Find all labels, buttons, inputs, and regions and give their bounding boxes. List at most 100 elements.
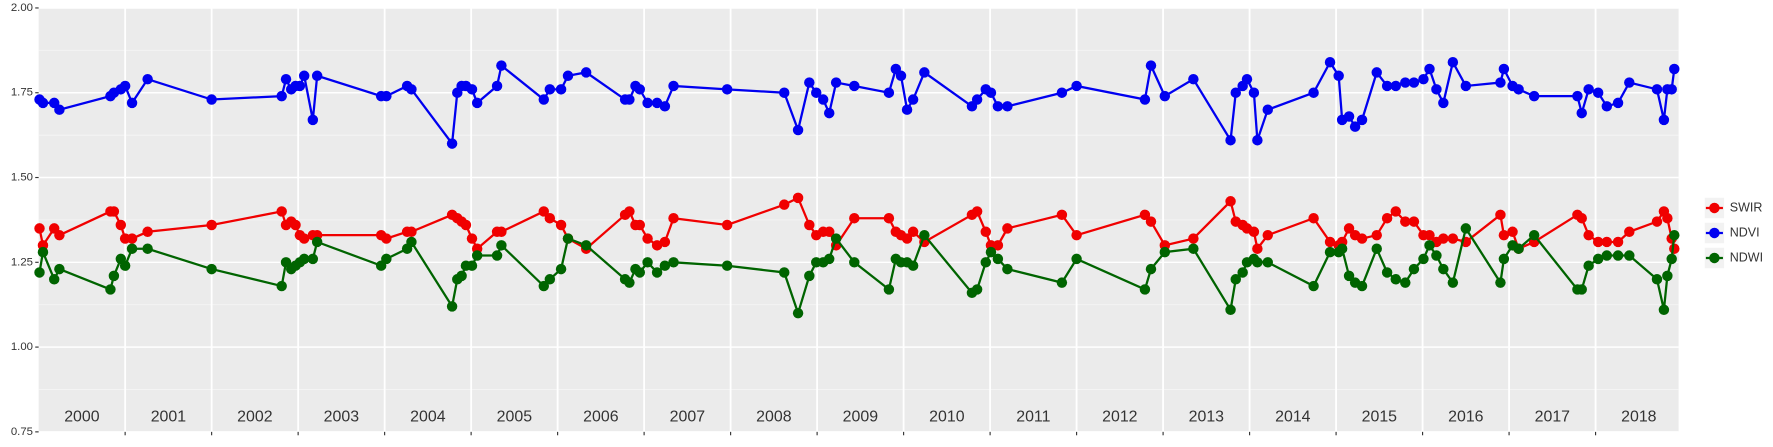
point	[456, 270, 467, 282]
point	[1308, 212, 1319, 224]
y-tick-label: 1.25	[11, 256, 33, 268]
point	[1576, 284, 1587, 295]
point	[1507, 226, 1518, 238]
point	[1447, 233, 1459, 244]
point	[1601, 101, 1613, 112]
legend-label: NDWI	[1730, 250, 1763, 264]
point	[466, 84, 478, 95]
point	[907, 226, 919, 238]
point	[971, 94, 983, 105]
point	[1237, 267, 1248, 278]
point	[466, 260, 478, 271]
year-label: 2016	[1448, 408, 1484, 425]
point	[1145, 216, 1157, 227]
year-label: 2007	[670, 408, 706, 425]
point	[311, 236, 323, 248]
point	[1424, 63, 1435, 75]
point	[883, 284, 895, 295]
point	[1390, 80, 1401, 92]
point	[634, 84, 646, 95]
point	[668, 212, 679, 224]
point	[1400, 277, 1411, 288]
point	[1139, 94, 1151, 105]
point	[406, 226, 417, 238]
point	[1248, 226, 1260, 238]
point	[1624, 77, 1635, 88]
point	[1056, 209, 1068, 221]
point	[883, 212, 895, 224]
point	[804, 219, 815, 231]
point	[538, 206, 550, 217]
point	[1666, 253, 1677, 265]
point	[1225, 196, 1236, 207]
point	[1381, 212, 1393, 224]
year-label: 2011	[1016, 408, 1050, 425]
point	[1324, 246, 1336, 258]
point	[642, 257, 653, 268]
point	[651, 240, 663, 251]
point	[1513, 243, 1524, 254]
point	[544, 274, 556, 285]
year-label: 2004	[410, 408, 446, 425]
point	[34, 223, 45, 234]
point	[119, 260, 131, 271]
point	[634, 219, 646, 231]
point	[883, 87, 895, 98]
point	[538, 94, 550, 105]
point	[624, 277, 635, 288]
point	[298, 233, 310, 244]
point	[992, 240, 1004, 251]
point	[1612, 236, 1624, 248]
point	[471, 97, 483, 109]
point	[496, 60, 507, 71]
point	[907, 260, 919, 271]
point	[1651, 84, 1663, 95]
point	[992, 101, 1004, 112]
point	[1576, 107, 1587, 119]
point	[1583, 229, 1594, 241]
year-label: 2013	[1189, 408, 1225, 425]
point	[642, 233, 653, 244]
point	[1225, 304, 1236, 316]
point	[119, 80, 131, 92]
year-label: 2018	[1621, 408, 1657, 425]
point	[1513, 84, 1524, 95]
point	[1495, 277, 1506, 288]
point	[1495, 209, 1506, 221]
point	[34, 267, 45, 278]
point	[792, 124, 804, 136]
point	[1252, 243, 1263, 254]
point	[1662, 212, 1673, 224]
point	[126, 233, 138, 244]
point	[1188, 243, 1199, 254]
y-tick-label: 1.75	[11, 87, 33, 99]
point	[446, 138, 458, 149]
point	[206, 94, 217, 105]
point	[1651, 274, 1663, 285]
point	[555, 263, 567, 275]
point	[919, 229, 930, 241]
point	[1371, 229, 1382, 241]
year-label: 2001	[151, 408, 187, 425]
point	[1528, 229, 1540, 241]
point	[496, 240, 507, 251]
point	[1666, 84, 1677, 95]
point	[849, 212, 860, 224]
point	[1056, 277, 1068, 288]
y-tick-label: 2.00	[11, 2, 33, 14]
point	[1145, 263, 1157, 275]
point	[1528, 90, 1540, 102]
point	[1343, 270, 1355, 282]
point	[126, 243, 138, 254]
point	[971, 206, 983, 217]
point	[1262, 104, 1273, 115]
point	[1424, 229, 1435, 241]
point	[1431, 84, 1442, 95]
point	[1601, 236, 1613, 248]
y-tick-label: 0.75	[11, 426, 33, 438]
point	[1002, 101, 1013, 112]
point	[1230, 274, 1241, 285]
point	[1658, 304, 1670, 316]
point	[555, 219, 567, 231]
